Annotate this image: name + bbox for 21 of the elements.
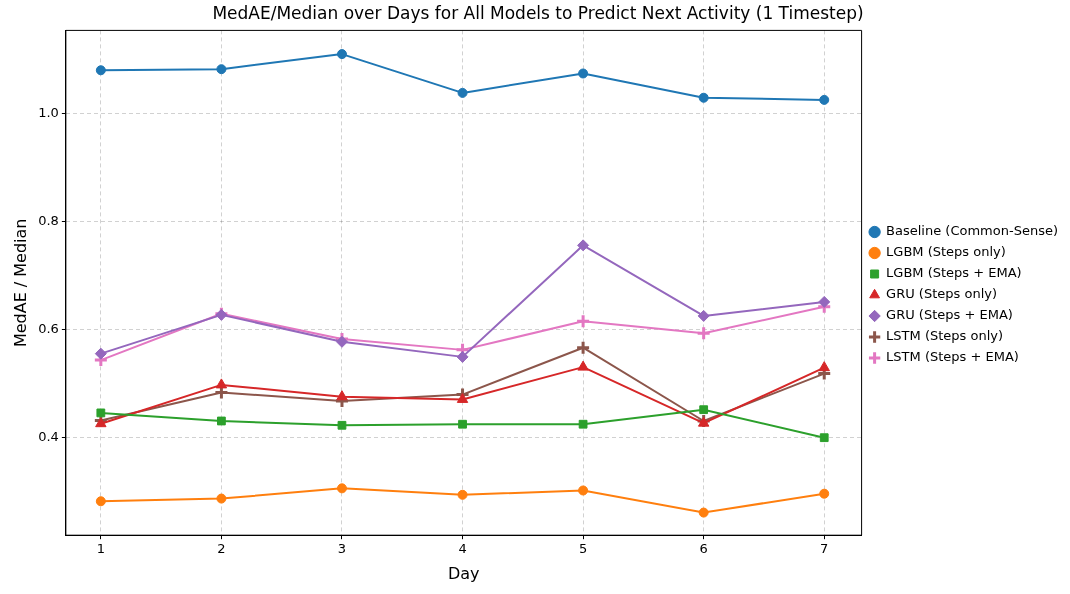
legend-label: GRU (Steps only) <box>886 286 998 302</box>
legend-label: LGBM (Steps only) <box>886 244 1006 260</box>
x-tick-label: 4 <box>458 541 467 557</box>
chart-title: MedAE/Median over Days for All Models to Predict Next Activity (1 Timestep) <box>212 2 864 23</box>
x-axis-title: Day <box>447 563 480 583</box>
x-tick-label: 5 <box>578 541 588 557</box>
legend-label: Baseline (Common-Sense) <box>886 223 1059 239</box>
y-tick-label: 0.4 <box>38 428 59 444</box>
y-tick-label: 1.0 <box>38 105 59 121</box>
x-tick-label: 1 <box>96 541 105 557</box>
y-tick-label: 0.8 <box>38 213 59 229</box>
x-tick-label: 2 <box>217 541 226 557</box>
legend-label: GRU (Steps + EMA) <box>886 307 1013 323</box>
x-tick-label: 7 <box>820 541 829 557</box>
x-tick-label: 3 <box>337 541 347 557</box>
legend-label: LSTM (Steps only) <box>886 328 1004 344</box>
y-axis-title: MedAE / Median <box>10 218 30 348</box>
legend-label: LSTM (Steps + EMA) <box>886 349 1019 365</box>
legend-label: LGBM (Steps + EMA) <box>886 265 1022 281</box>
y-tick-label: 0.6 <box>38 320 59 336</box>
x-tick-label: 6 <box>699 541 708 557</box>
